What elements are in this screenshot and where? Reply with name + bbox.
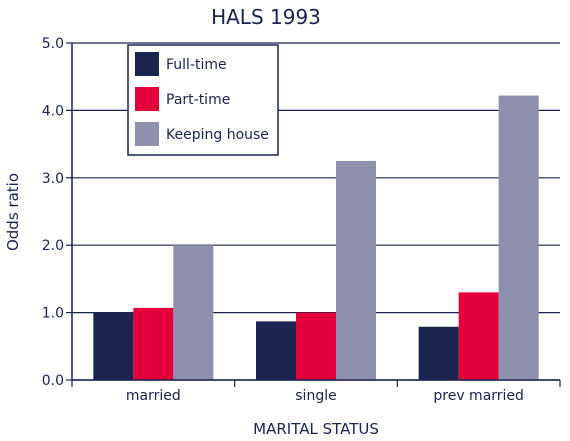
legend-label: Keeping house	[166, 127, 269, 143]
x-tick-label: prev married	[433, 388, 524, 404]
x-axis-label: MARITAL STATUS	[253, 420, 379, 438]
y-tick-label: 5.0	[42, 36, 64, 52]
legend-swatch	[135, 52, 159, 76]
y-axis-label: Odds ratio	[4, 173, 22, 251]
chart-title: HALS 1993	[211, 5, 321, 29]
legend-label: Full-time	[166, 57, 227, 73]
y-tick-label: 2.0	[42, 238, 64, 254]
y-tick-label: 1.0	[42, 306, 64, 322]
x-tick-label: single	[295, 388, 336, 404]
bar-full-time	[256, 321, 296, 380]
legend-swatch	[135, 87, 159, 111]
bar-full-time	[418, 326, 459, 380]
x-tick-label: married	[126, 388, 181, 404]
bar-part-time	[296, 312, 336, 380]
legend-label: Part-time	[166, 92, 230, 108]
legend: Full-time Part-time Keeping house	[127, 44, 279, 156]
axes	[71, 43, 561, 387]
x-tick-labels: married single prev married	[126, 388, 524, 404]
bar-keeping-house	[498, 95, 539, 381]
bar-keeping-house	[336, 160, 376, 380]
bars	[93, 95, 539, 381]
bar-part-time	[133, 307, 174, 380]
y-tick-label: 3.0	[42, 171, 64, 187]
y-tick-labels: 0.0 1.0 2.0 3.0 4.0 5.0	[42, 36, 64, 389]
y-tick-label: 0.0	[42, 373, 64, 389]
bar-keeping-house	[173, 245, 214, 380]
y-tick-label: 4.0	[42, 103, 64, 119]
bar-part-time	[458, 292, 499, 380]
legend-swatch	[135, 122, 159, 146]
bar-full-time	[93, 312, 134, 380]
